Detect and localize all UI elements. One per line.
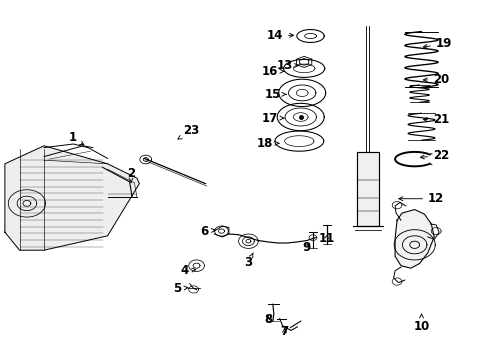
Text: 12: 12 <box>398 192 444 205</box>
Text: 5: 5 <box>173 282 187 295</box>
Text: 8: 8 <box>264 313 271 326</box>
Text: 6: 6 <box>200 225 215 238</box>
Polygon shape <box>5 146 139 250</box>
Text: 13: 13 <box>276 59 298 72</box>
Text: 20: 20 <box>423 73 448 86</box>
Text: 22: 22 <box>420 149 448 162</box>
Polygon shape <box>394 210 433 268</box>
Text: 23: 23 <box>178 124 200 139</box>
Text: 16: 16 <box>261 65 284 78</box>
Text: 7: 7 <box>280 325 288 338</box>
Text: 18: 18 <box>256 137 279 150</box>
Text: 3: 3 <box>244 253 253 269</box>
Text: 17: 17 <box>261 112 284 125</box>
Text: 14: 14 <box>266 29 293 42</box>
Text: 2: 2 <box>127 167 135 183</box>
Text: 19: 19 <box>423 37 451 50</box>
Polygon shape <box>356 152 378 226</box>
Text: 21: 21 <box>423 113 448 126</box>
Text: 11: 11 <box>318 232 334 245</box>
Text: 4: 4 <box>181 264 195 277</box>
Text: 10: 10 <box>412 314 429 333</box>
Text: 1: 1 <box>68 131 83 145</box>
Text: 15: 15 <box>264 88 286 101</box>
Text: 9: 9 <box>302 241 309 254</box>
